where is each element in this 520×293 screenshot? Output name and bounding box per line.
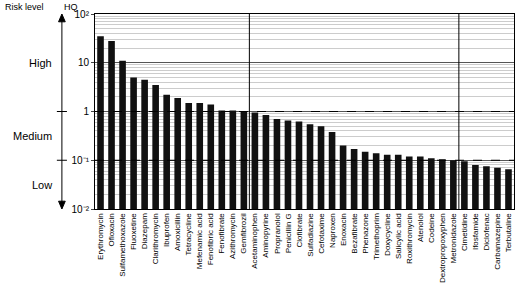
svg-text:Naproxen: Naproxen	[328, 213, 337, 248]
svg-text:HQ: HQ	[64, 2, 78, 12]
svg-text:Cefotaxime: Cefotaxime	[317, 213, 326, 254]
svg-text:Ofloxacin: Ofloxacin	[107, 213, 116, 246]
svg-text:Bezafibrate: Bezafibrate	[350, 213, 359, 254]
svg-text:Mefenamic acid: Mefenamic acid	[195, 213, 204, 269]
svg-text:Medium: Medium	[13, 130, 52, 142]
svg-text:Sulfadiazine: Sulfadiazine	[306, 213, 315, 257]
svg-text:Aminopyrine: Aminopyrine	[262, 213, 271, 258]
svg-text:Fenofibrate: Fenofibrate	[217, 213, 226, 254]
svg-text:Fluoxetine: Fluoxetine	[129, 213, 138, 250]
svg-text:High: High	[29, 57, 52, 69]
svg-text:Cimetidine: Cimetidine	[460, 213, 469, 251]
svg-text:Erythromycin: Erythromycin	[96, 213, 105, 260]
svg-text:Gemfibrozil: Gemfibrozil	[239, 213, 248, 254]
svg-text:Diclofenac: Diclofenac	[482, 213, 491, 250]
svg-text:Ifosfamide: Ifosfamide	[471, 213, 480, 250]
svg-text:Dextropropoxyphen: Dextropropoxyphen	[438, 213, 447, 283]
svg-text:1: 1	[83, 106, 89, 117]
svg-text:Risk level: Risk level	[5, 2, 44, 12]
svg-text:Enoxacin: Enoxacin	[339, 213, 348, 246]
svg-text:Penicillin G: Penicillin G	[284, 213, 293, 253]
svg-text:Tetracycline: Tetracycline	[184, 213, 193, 256]
svg-text:Codeine: Codeine	[427, 213, 436, 243]
svg-text:Trimethoprim: Trimethoprim	[372, 213, 381, 260]
svg-text:Propranolol: Propranolol	[273, 213, 282, 254]
svg-text:Sulfamethoxazole: Sulfamethoxazole	[118, 213, 127, 277]
svg-text:Doxycycline: Doxycycline	[383, 213, 392, 256]
svg-text:Diazepam: Diazepam	[140, 213, 149, 249]
svg-text:Atenolol: Atenolol	[416, 213, 425, 242]
svg-text:Azithromycin: Azithromycin	[228, 213, 237, 259]
svg-text:Phenazone: Phenazone	[361, 213, 370, 254]
svg-text:10²: 10²	[75, 9, 90, 20]
svg-text:Metronidazole: Metronidazole	[449, 213, 458, 264]
svg-text:Roxithromycin: Roxithromycin	[405, 213, 414, 264]
svg-text:Carbamazepine: Carbamazepine	[493, 213, 502, 270]
svg-text:Clofibrate: Clofibrate	[295, 213, 304, 248]
svg-text:Clarithromycin: Clarithromycin	[151, 213, 160, 264]
svg-text:10⁻²: 10⁻²	[72, 204, 90, 215]
svg-text:Low: Low	[32, 179, 52, 191]
svg-text:Amoxicillin: Amoxicillin	[173, 213, 182, 251]
svg-text:10: 10	[78, 57, 90, 68]
svg-text:Salicylic acid: Salicylic acid	[394, 213, 403, 259]
svg-text:Terbutaline: Terbutaline	[504, 213, 513, 253]
svg-text:Acetaminophen: Acetaminophen	[250, 213, 259, 269]
svg-text:10⁻¹: 10⁻¹	[72, 155, 90, 166]
svg-text:Fenofibric acid: Fenofibric acid	[206, 213, 215, 265]
svg-text:Ibuprofen: Ibuprofen	[162, 213, 171, 247]
